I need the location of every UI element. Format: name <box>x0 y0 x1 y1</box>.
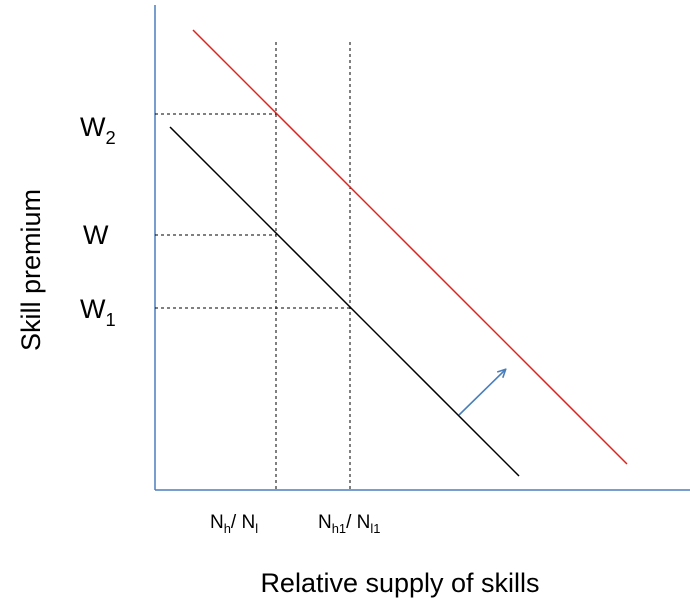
label: W <box>83 220 109 250</box>
subscript: l1 <box>370 521 380 536</box>
subscript: 1 <box>105 309 115 330</box>
y-marker: W <box>83 220 109 250</box>
shifted-curve <box>192 29 628 465</box>
subscript: 2 <box>105 127 115 148</box>
shift-arrow <box>458 370 505 416</box>
label: / N <box>346 512 370 533</box>
original-curve <box>169 126 520 477</box>
x-axis-title: Relative supply of skills <box>260 568 539 598</box>
label: / N <box>231 512 255 533</box>
label: N <box>318 512 332 533</box>
x-marker: Nh/ Nl <box>210 512 258 536</box>
label: W <box>80 112 106 142</box>
guides <box>155 42 351 490</box>
label: W <box>80 294 106 324</box>
subscript: h1 <box>332 521 346 536</box>
subscript: h <box>224 521 231 536</box>
x-marker: Nh1/ Nl1 <box>318 512 380 536</box>
y-marker: W1 <box>80 294 116 330</box>
y-axis-title: Skill premium <box>16 189 46 351</box>
subscript: l <box>255 521 258 536</box>
label: N <box>210 512 224 533</box>
y-marker: W2 <box>80 112 116 148</box>
